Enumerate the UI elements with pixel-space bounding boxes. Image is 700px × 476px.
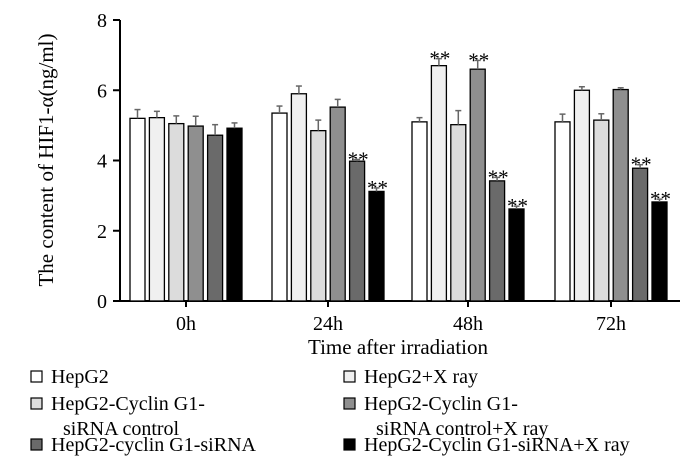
bar bbox=[651, 201, 668, 302]
bar bbox=[430, 65, 448, 302]
bar bbox=[508, 208, 525, 302]
bar bbox=[187, 125, 204, 302]
bar bbox=[129, 117, 146, 302]
y-tick-label: 0 bbox=[97, 291, 107, 313]
x-tick-label: 0h bbox=[176, 313, 196, 335]
bar bbox=[310, 129, 327, 302]
x-tick-label: 24h bbox=[313, 313, 343, 335]
significance-label: ** bbox=[348, 147, 369, 171]
bar bbox=[631, 167, 649, 302]
bar bbox=[290, 93, 308, 302]
legend-label-line2: siRNA control+X ray bbox=[376, 418, 548, 440]
significance-label: ** bbox=[631, 153, 652, 177]
bar bbox=[593, 119, 610, 302]
bar bbox=[488, 180, 506, 302]
legend-label: HepG2+X ray bbox=[364, 366, 478, 388]
significance-label: ** bbox=[468, 48, 489, 72]
bar bbox=[368, 190, 385, 302]
bar bbox=[206, 134, 224, 302]
significance-label: ** bbox=[507, 194, 528, 218]
x-tick-label: 72h bbox=[596, 313, 626, 335]
legend: HepG2 HepG2+X ray HepG2-Cyclin G1- siRNA co… bbox=[30, 366, 630, 456]
legend-label: HepG2-cyclin G1-siRNA bbox=[51, 434, 257, 456]
x-axis-label: Time after irradiation bbox=[308, 335, 489, 359]
legend-swatch bbox=[343, 370, 356, 383]
legend-label: HepG2 bbox=[51, 366, 109, 388]
y-tick-label: 4 bbox=[97, 151, 107, 173]
y-axis-label: The content of HIF1-α(ng/ml) bbox=[34, 33, 58, 286]
legend-swatch bbox=[343, 438, 356, 451]
bar bbox=[168, 122, 185, 302]
bar bbox=[226, 127, 243, 302]
significance-label: ** bbox=[429, 47, 450, 71]
bar bbox=[573, 89, 591, 302]
legend-swatch bbox=[30, 370, 43, 383]
significance-label: ** bbox=[650, 187, 671, 211]
legend-label: HepG2-Cyclin G1- bbox=[51, 393, 205, 415]
y-tick-label: 6 bbox=[97, 80, 107, 102]
significance-label: ** bbox=[367, 176, 388, 200]
bar bbox=[469, 68, 486, 302]
x-tick-label: 48h bbox=[453, 313, 483, 335]
y-tick-label: 8 bbox=[97, 10, 107, 32]
bars: ** ** ** ** ** ** ** ** bbox=[129, 47, 671, 302]
legend-label: HepG2-Cyclin G1- bbox=[364, 393, 518, 415]
bar bbox=[411, 121, 428, 302]
bar bbox=[348, 160, 366, 302]
bar bbox=[148, 116, 166, 302]
bar bbox=[450, 124, 467, 302]
y-tick-label: 2 bbox=[97, 221, 107, 243]
bar bbox=[612, 88, 629, 302]
legend-swatch bbox=[30, 438, 43, 451]
bar bbox=[271, 112, 288, 302]
legend-swatch bbox=[30, 397, 43, 410]
legend-swatch bbox=[343, 397, 356, 410]
bar bbox=[554, 121, 571, 302]
legend-label: HepG2-Cyclin G1-siRNA+X ray bbox=[364, 434, 630, 456]
legend-label-line2: siRNA control bbox=[63, 418, 180, 440]
significance-label: ** bbox=[488, 165, 509, 189]
bar bbox=[329, 106, 346, 302]
